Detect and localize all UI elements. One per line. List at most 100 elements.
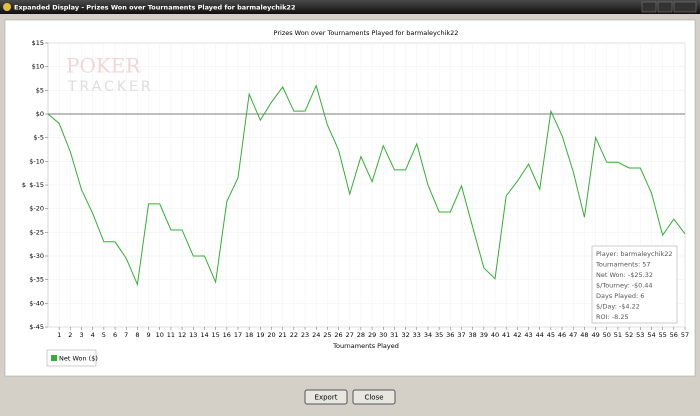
legend-swatch bbox=[51, 355, 57, 361]
y-tick-label: $0 bbox=[36, 110, 44, 118]
x-tick-label: 20 bbox=[267, 331, 275, 339]
y-tick-label: $10 bbox=[32, 63, 44, 71]
x-tick-label: 44 bbox=[536, 331, 544, 339]
x-tick-label: 27 bbox=[346, 331, 354, 339]
x-tick-label: 18 bbox=[245, 331, 253, 339]
x-tick-label: 3 bbox=[79, 331, 83, 339]
info-line: Tournaments: 57 bbox=[595, 261, 651, 269]
x-tick-label: 10 bbox=[156, 331, 164, 339]
x-tick-label: 55 bbox=[659, 331, 667, 339]
info-line: Days Played: 6 bbox=[596, 292, 644, 300]
y-tick-label: $5 bbox=[36, 86, 44, 94]
x-tick-label: 21 bbox=[279, 331, 287, 339]
y-tick-label: $-45 bbox=[29, 323, 44, 331]
export-button[interactable] bbox=[304, 389, 348, 405]
x-tick-label: 36 bbox=[446, 331, 454, 339]
x-tick-label: 19 bbox=[256, 331, 264, 339]
x-tick-label: 25 bbox=[323, 331, 331, 339]
x-tick-label: 48 bbox=[580, 331, 588, 339]
x-tick-label: 38 bbox=[469, 331, 477, 339]
x-tick-label: 11 bbox=[167, 331, 175, 339]
x-tick-label: 23 bbox=[301, 331, 309, 339]
x-tick-label: 30 bbox=[379, 331, 387, 339]
x-tick-label: 8 bbox=[135, 331, 139, 339]
info-lines: Player: barmaleychik22 Tournaments: 57 Net… bbox=[595, 250, 673, 321]
x-tick-label: 49 bbox=[591, 331, 599, 339]
x-tick-label: 46 bbox=[558, 331, 566, 339]
data-line bbox=[47, 84, 686, 287]
watermark: POKER bbox=[66, 54, 141, 78]
title-bar bbox=[0, 0, 700, 14]
x-tick-label: 9 bbox=[147, 331, 151, 339]
app-icon bbox=[3, 3, 11, 11]
x-tick-label: 42 bbox=[513, 331, 521, 339]
x-tick-label: 56 bbox=[670, 331, 678, 339]
x-tick-label: 15 bbox=[211, 331, 219, 339]
y-tick-label: $-15 bbox=[29, 181, 44, 189]
maximize-button[interactable] bbox=[657, 1, 673, 13]
legend-label: Net Won ($) bbox=[59, 355, 98, 363]
info-line: Player: barmaleychik22 bbox=[596, 250, 673, 258]
x-tick-label: 6 bbox=[113, 331, 117, 339]
info-box bbox=[591, 245, 678, 324]
x-tick-label: 32 bbox=[401, 331, 409, 339]
y-tick-label: $-25 bbox=[29, 228, 44, 236]
y-tick-label: $-40 bbox=[29, 299, 44, 307]
x-tick-label: 35 bbox=[435, 331, 443, 339]
x-tick-label: 29 bbox=[368, 331, 376, 339]
x-tick-label: 2 bbox=[68, 331, 72, 339]
x-tick-label: 16 bbox=[223, 331, 231, 339]
y-tick-label: $-20 bbox=[29, 205, 44, 213]
y-tick-label: $-10 bbox=[29, 157, 44, 165]
legend bbox=[46, 349, 97, 367]
info-line: $/Day: -$4.22 bbox=[596, 303, 640, 311]
close-window-button[interactable] bbox=[673, 1, 697, 13]
y-axis-label: $ bbox=[22, 181, 26, 189]
x-tick-label: 33 bbox=[413, 331, 421, 339]
info-line: $/Tourney: -$0.44 bbox=[596, 282, 653, 290]
info-line: Net Won: -$25.32 bbox=[596, 271, 653, 279]
x-tick-label: 40 bbox=[491, 331, 499, 339]
x-tick-label: 17 bbox=[234, 331, 242, 339]
plot: $15 $10 $5 $0 $-5 $-10 $-15 $-20 $-25 $-30 $-35 $-4… bbox=[29, 39, 689, 339]
x-tick-label: 37 bbox=[457, 331, 465, 339]
info-line: ROI: -8.25 bbox=[596, 313, 629, 321]
x-tick-label: 52 bbox=[625, 331, 633, 339]
close-button-label: Close bbox=[364, 394, 383, 402]
y-tick-label: $-5 bbox=[33, 134, 44, 142]
x-tick-label: 12 bbox=[178, 331, 186, 339]
x-tick-label: 26 bbox=[334, 331, 342, 339]
x-tick-label: 47 bbox=[569, 331, 577, 339]
x-tick-label: 22 bbox=[290, 331, 298, 339]
x-tick-label: 24 bbox=[312, 331, 320, 339]
window-title: Expanded Display - Prizes Won over Tourn… bbox=[14, 4, 295, 12]
x-tick-label: 41 bbox=[502, 331, 510, 339]
x-tick-label: 31 bbox=[390, 331, 398, 339]
x-tick-label: 34 bbox=[424, 331, 432, 339]
x-tick-label: 28 bbox=[357, 331, 365, 339]
watermark: TRACKER bbox=[67, 79, 154, 95]
x-tick-label: 5 bbox=[102, 331, 106, 339]
x-tick-label: 14 bbox=[200, 331, 208, 339]
x-tick-label: 51 bbox=[614, 331, 622, 339]
x-tick-label: 4 bbox=[91, 331, 95, 339]
x-tick-label: 50 bbox=[603, 331, 611, 339]
minimize-button[interactable] bbox=[641, 1, 657, 13]
chart-title: Prizes Won over Tournaments Played for b… bbox=[274, 29, 459, 37]
y-tick-label: $-35 bbox=[29, 276, 44, 284]
x-tick-label: 13 bbox=[189, 331, 197, 339]
x-tick-label: 43 bbox=[524, 331, 532, 339]
x-tick-label: 39 bbox=[480, 331, 488, 339]
close-button[interactable] bbox=[352, 389, 396, 405]
y-tick-label: $-30 bbox=[29, 252, 44, 260]
x-axis-label: Tournaments Played bbox=[332, 342, 399, 350]
x-tick-label: 57 bbox=[681, 331, 689, 339]
y-tick-label: $15 bbox=[32, 39, 44, 47]
x-tick-label: 1 bbox=[57, 331, 61, 339]
x-tick-label: 54 bbox=[647, 331, 655, 339]
export-button-label: Export bbox=[315, 394, 338, 402]
x-tick-label: 7 bbox=[124, 331, 128, 339]
x-tick-label: 45 bbox=[547, 331, 555, 339]
